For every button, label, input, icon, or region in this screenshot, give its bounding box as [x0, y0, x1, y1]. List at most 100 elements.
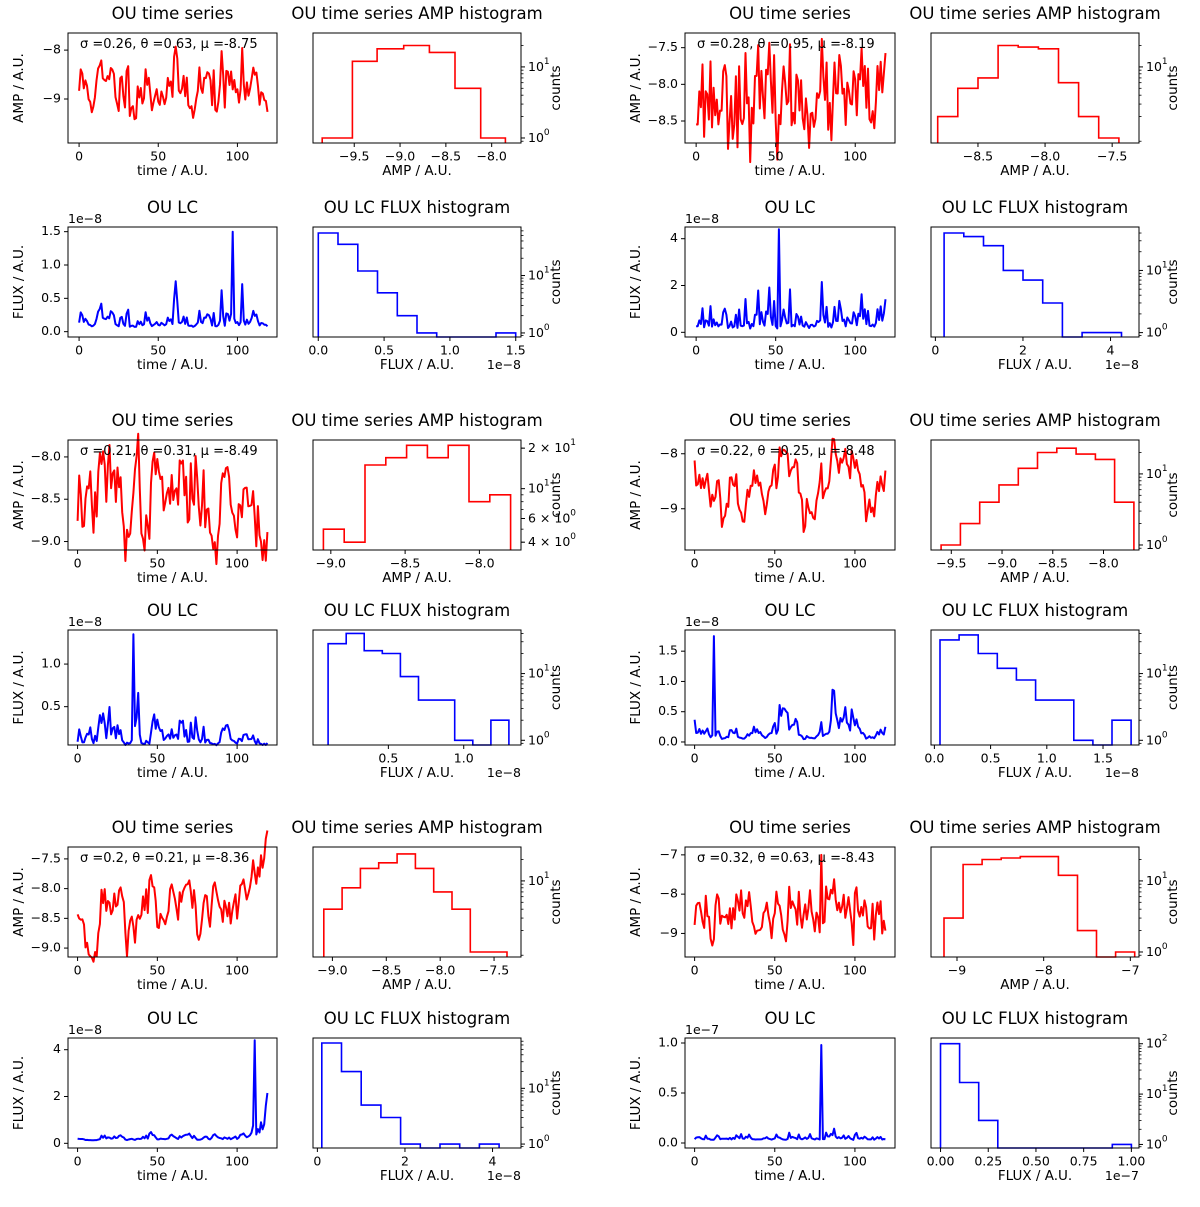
set4-flux-lc-ytick-label: 1.0 [658, 673, 678, 688]
set5-amp-ts-ylabel: AMP / A.U. [11, 867, 27, 937]
set4-flux-hist-multiplier: 1e−8 [1105, 765, 1139, 780]
set2-amp-ts-ylabel: AMP / A.U. [628, 53, 644, 123]
set4-flux-lc-axes-frame [684, 629, 896, 746]
set1-amp-ts-xtick-label: 50 [150, 149, 166, 164]
set6-amp-hist-xtick-label: −8 [1034, 963, 1052, 978]
set5-amp-hist-panel: −9.0 −8.5 −8.0 −7.5 101 AMP / A.U. counts OU ti… [291, 818, 564, 993]
set1-flux-lc-axes-frame [67, 226, 278, 338]
set3-flux-lc-multiplier: 1e−8 [68, 614, 102, 629]
set4-amp-ts-axes-frame [684, 439, 896, 551]
set5-amp-hist-xtick-label: −8.5 [371, 963, 401, 978]
set5-flux-hist-axes-frame [312, 1037, 522, 1149]
set5-flux-lc-xlabel: time / A.U. [137, 1168, 208, 1184]
set2-amp-hist-xtick-label: −7.5 [1097, 149, 1127, 164]
set5-amp-hist-histogram-step [323, 853, 508, 957]
set6-flux-hist-ytick-label: 102 [1146, 1033, 1168, 1050]
set5-flux-lc-series-line [77, 1039, 269, 1142]
set1-flux-hist-xtick-label: 1.0 [440, 343, 460, 358]
set1-amp-hist-ytick-label: 101 [528, 56, 550, 73]
set6-flux-hist-histogram-step [939, 1042, 1133, 1149]
set4-flux-lc-xtick-label: 100 [843, 751, 867, 766]
set3-flux-hist-xlabel: FLUX / A.U. [380, 765, 454, 781]
set6-amp-ts-series-line [693, 853, 887, 947]
set4-amp-hist-title: OU time series AMP histogram [909, 411, 1160, 430]
set1-flux-hist-xtick-label: 0.5 [374, 343, 394, 358]
set2-flux-lc-axes-frame [684, 226, 896, 338]
set4-amp-ts-ytick-label: −8 [660, 445, 678, 460]
set3-amp-ts-title: OU time series [112, 411, 234, 430]
set5-flux-lc-xtick-label: 0 [74, 1154, 82, 1169]
set3-amp-hist-title: OU time series AMP histogram [291, 411, 542, 430]
set2-amp-ts-axes-frame [684, 32, 896, 144]
set6-flux-lc-xlabel: time / A.U. [754, 1168, 825, 1184]
set1-amp-hist-xtick-label: −8.0 [476, 149, 506, 164]
set3-amp-hist-xlabel: AMP / A.U. [382, 570, 452, 586]
set1-amp-ts-xlabel: time / A.U. [137, 163, 208, 179]
set1-amp-hist-ylabel: counts [548, 65, 564, 110]
set1-amp-ts-ytick-label: −8 [43, 42, 61, 57]
set1-amp-hist-xtick-label: −8.5 [431, 149, 461, 164]
set3-amp-ts-params-annotation: σ =0.21, θ =0.31, μ =-8.49 [80, 444, 258, 459]
set3-amp-hist-ytick-label: 4 × 100 [528, 532, 576, 549]
set5-amp-ts-title: OU time series [112, 818, 234, 837]
set5-amp-ts-xtick-label: 0 [74, 963, 82, 978]
set2-flux-lc-xtick-label: 0 [692, 343, 700, 358]
set2-flux-lc-series-line [696, 228, 887, 330]
set4-amp-ts-xlabel: time / A.U. [754, 570, 825, 586]
set2-flux-lc-panel: 0 50 100 0 2 4 time / A.U. FLUX / A.U. OU LC 1e−8 [628, 198, 896, 373]
set3-amp-hist-ytick-label: 2 × 101 [528, 438, 576, 455]
set1-flux-lc-title: OU LC [147, 198, 198, 217]
set3-amp-hist-xtick-label: −9.0 [316, 556, 346, 571]
set2-flux-hist-ylabel: counts [1165, 259, 1181, 304]
set5-flux-lc-xtick-label: 50 [149, 1154, 165, 1169]
set2-amp-ts-ytick-label: −7.5 [648, 39, 678, 54]
set2-flux-hist-ytick-label: 100 [1146, 322, 1168, 339]
set5-flux-hist-title: OU LC FLUX histogram [324, 1009, 510, 1028]
set4-flux-lc-xtick-label: 50 [767, 751, 783, 766]
set3-amp-hist-ytick-label: 6 × 100 [528, 508, 576, 525]
set1-amp-hist-title: OU time series AMP histogram [291, 4, 542, 23]
set2-amp-ts-params-annotation: σ =0.28, θ =0.95, μ =-8.19 [697, 37, 875, 52]
set4-flux-lc-multiplier: 1e−8 [685, 614, 719, 629]
set6-amp-ts-params-annotation: σ =0.32, θ =0.63, μ =-8.43 [697, 851, 875, 866]
set5-amp-hist-ylabel: counts [548, 879, 564, 924]
set6-flux-hist-xtick-label: 0.25 [974, 1154, 1002, 1169]
set3-flux-hist-panel: 0.5 1.0 100 101 FLUX / A.U. counts OU LC FLUX … [312, 601, 564, 781]
set1-flux-lc-xlabel: time / A.U. [137, 357, 208, 373]
set1-flux-hist-ylabel: counts [548, 259, 564, 304]
set4-amp-hist-ytick-label: 101 [1146, 463, 1168, 480]
set3-amp-hist-ytick-label: 101 [528, 478, 550, 495]
set3-flux-hist-ytick-label: 100 [528, 730, 550, 747]
set3-flux-lc-title: OU LC [147, 601, 198, 620]
set6-amp-ts-ylabel: AMP / A.U. [628, 867, 644, 937]
set3-amp-hist-xtick-label: −8.0 [464, 556, 494, 571]
set3-amp-hist-ylabel: counts [548, 472, 564, 517]
set1-amp-hist-panel: −9.5 −9.0 −8.5 −8.0 100 101 AMP / A.U. counts OU… [291, 4, 564, 179]
set3-flux-lc-xlabel: time / A.U. [137, 765, 208, 781]
set3-amp-ts-xlabel: time / A.U. [137, 570, 208, 586]
set1-flux-hist-ytick-label: 100 [528, 322, 550, 339]
set5-amp-ts-xtick-label: 50 [149, 963, 165, 978]
set2-amp-hist-ylabel: counts [1165, 65, 1181, 110]
set1-amp-hist-axes-frame [312, 32, 522, 144]
set5-amp-hist-xtick-label: −7.5 [479, 963, 509, 978]
set4-amp-ts-ylabel: AMP / A.U. [628, 460, 644, 530]
set2-flux-lc-xtick-label: 50 [768, 343, 784, 358]
set4-flux-lc-ytick-label: 0.0 [658, 733, 678, 748]
set5-flux-hist-histogram-step [321, 1042, 500, 1149]
set5-amp-ts-panel: 0 50 100 −9.0 −8.5 −8.0 −7.5 time / A.U. AMP / A… [11, 818, 278, 993]
set1-amp-ts-series-line [78, 45, 269, 121]
set2-amp-ts-ytick-label: −8.5 [648, 113, 678, 128]
set2-flux-hist-xtick-label: 4 [1107, 343, 1115, 358]
set5-amp-ts-xlabel: time / A.U. [137, 977, 208, 993]
set6-amp-ts-title: OU time series [729, 818, 851, 837]
set1-amp-hist-xlabel: AMP / A.U. [382, 163, 452, 179]
set5-flux-lc-xtick-label: 100 [225, 1154, 249, 1169]
set2-flux-hist-panel: 0 2 4 100 101 FLUX / A.U. counts OU LC FLUX his… [930, 198, 1181, 373]
set3-amp-ts-ytick-label: −9.0 [31, 533, 61, 548]
set4-amp-hist-xlabel: AMP / A.U. [1000, 570, 1070, 586]
set3-flux-hist-ytick-label: 101 [528, 663, 550, 680]
set5-flux-hist-xlabel: FLUX / A.U. [380, 1168, 454, 1184]
set6-flux-hist-xtick-label: 0.75 [1070, 1154, 1098, 1169]
set4-flux-hist-axes-frame [930, 629, 1140, 746]
